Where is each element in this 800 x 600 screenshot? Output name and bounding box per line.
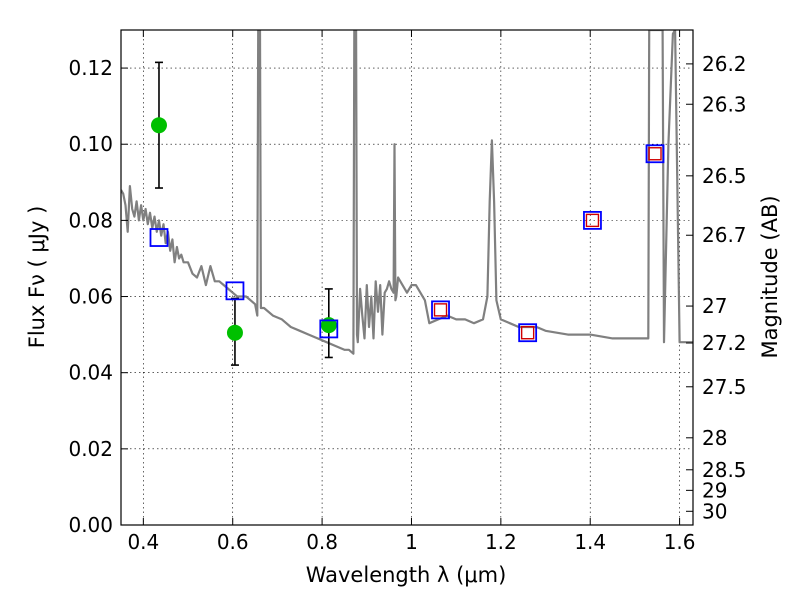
model-square-red <box>433 303 448 317</box>
mag-tick-label: 26.2 <box>702 52 747 76</box>
y-tick-label: 0.04 <box>68 361 113 385</box>
model-square-red <box>648 147 662 161</box>
mag-tick-label: 26.3 <box>702 92 747 116</box>
y-axis: 0.00 0.02 0.04 0.06 0.08 0.10 0.12 <box>68 56 128 537</box>
spectrum-line <box>121 30 693 355</box>
x-tick-label: 0.6 <box>217 530 249 554</box>
model-square-blue <box>645 144 665 164</box>
observed-points <box>150 117 337 341</box>
x-tick-label: 1.6 <box>664 530 696 554</box>
y-tick-label: 0.00 <box>68 513 113 537</box>
model-square-blue <box>319 319 339 339</box>
y-tick-label: 0.06 <box>68 285 113 309</box>
x-tick-label: 1.4 <box>574 530 606 554</box>
x-axis-label: Wavelength λ (μm) <box>306 563 507 587</box>
mag-tick-label: 29 <box>702 478 727 502</box>
model-square-blue <box>225 281 245 301</box>
observed-point <box>320 317 337 334</box>
mag-tick-label: 28 <box>702 426 727 450</box>
observed-point <box>150 117 167 134</box>
error-bars <box>154 61 333 366</box>
mag-tick-label: 26.5 <box>702 164 747 188</box>
model-square-blue <box>149 228 169 247</box>
mag-tick-label: 27.5 <box>702 375 747 399</box>
model-square-red <box>585 213 600 228</box>
model-square-blue <box>431 300 450 320</box>
x-tick-label: 0.8 <box>306 530 338 554</box>
y-tick-label: 0.08 <box>68 208 113 232</box>
y-tick-label: 0.02 <box>68 437 113 461</box>
y-tick-label: 0.10 <box>68 132 113 156</box>
mag-tick-label: 27.2 <box>702 331 747 355</box>
mag-tick-label: 27 <box>702 294 727 318</box>
model-spectrum <box>121 30 693 355</box>
y-axis-label: Flux Fν ( μJy ) <box>25 206 49 349</box>
model-square-red <box>520 326 535 340</box>
model-square-blue <box>518 323 538 343</box>
x-tick-label: 0.4 <box>127 530 159 554</box>
observed-point <box>226 324 243 341</box>
magnitude-axis-label: Magnitude (AB) <box>758 195 782 358</box>
x-axis: 0.4 0.6 0.8 1 1.2 1.4 1.6 <box>127 30 696 554</box>
model-squares <box>149 144 665 343</box>
y-tick-label: 0.12 <box>68 56 113 80</box>
mag-tick-label: 28.5 <box>702 458 747 482</box>
x-tick-label: 1 <box>405 530 418 554</box>
x-tick-label: 1.2 <box>485 530 517 554</box>
mag-tick-label: 26.7 <box>702 223 747 247</box>
plot-frame <box>120 29 694 526</box>
mag-tick-label: 30 <box>702 499 727 523</box>
model-square-blue <box>583 210 602 230</box>
